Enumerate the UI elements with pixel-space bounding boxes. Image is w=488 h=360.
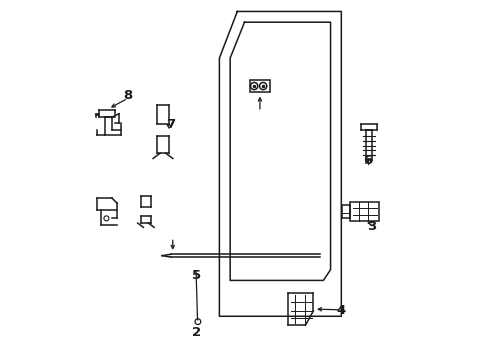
Text: 2: 2 — [191, 326, 200, 339]
Text: 8: 8 — [123, 89, 132, 102]
Bar — [342, 205, 349, 219]
Text: 3: 3 — [366, 220, 376, 233]
Text: 7: 7 — [166, 118, 175, 131]
Text: 4: 4 — [336, 305, 345, 318]
Bar — [349, 202, 378, 221]
Text: 5: 5 — [191, 269, 200, 282]
Text: 6: 6 — [363, 154, 372, 167]
